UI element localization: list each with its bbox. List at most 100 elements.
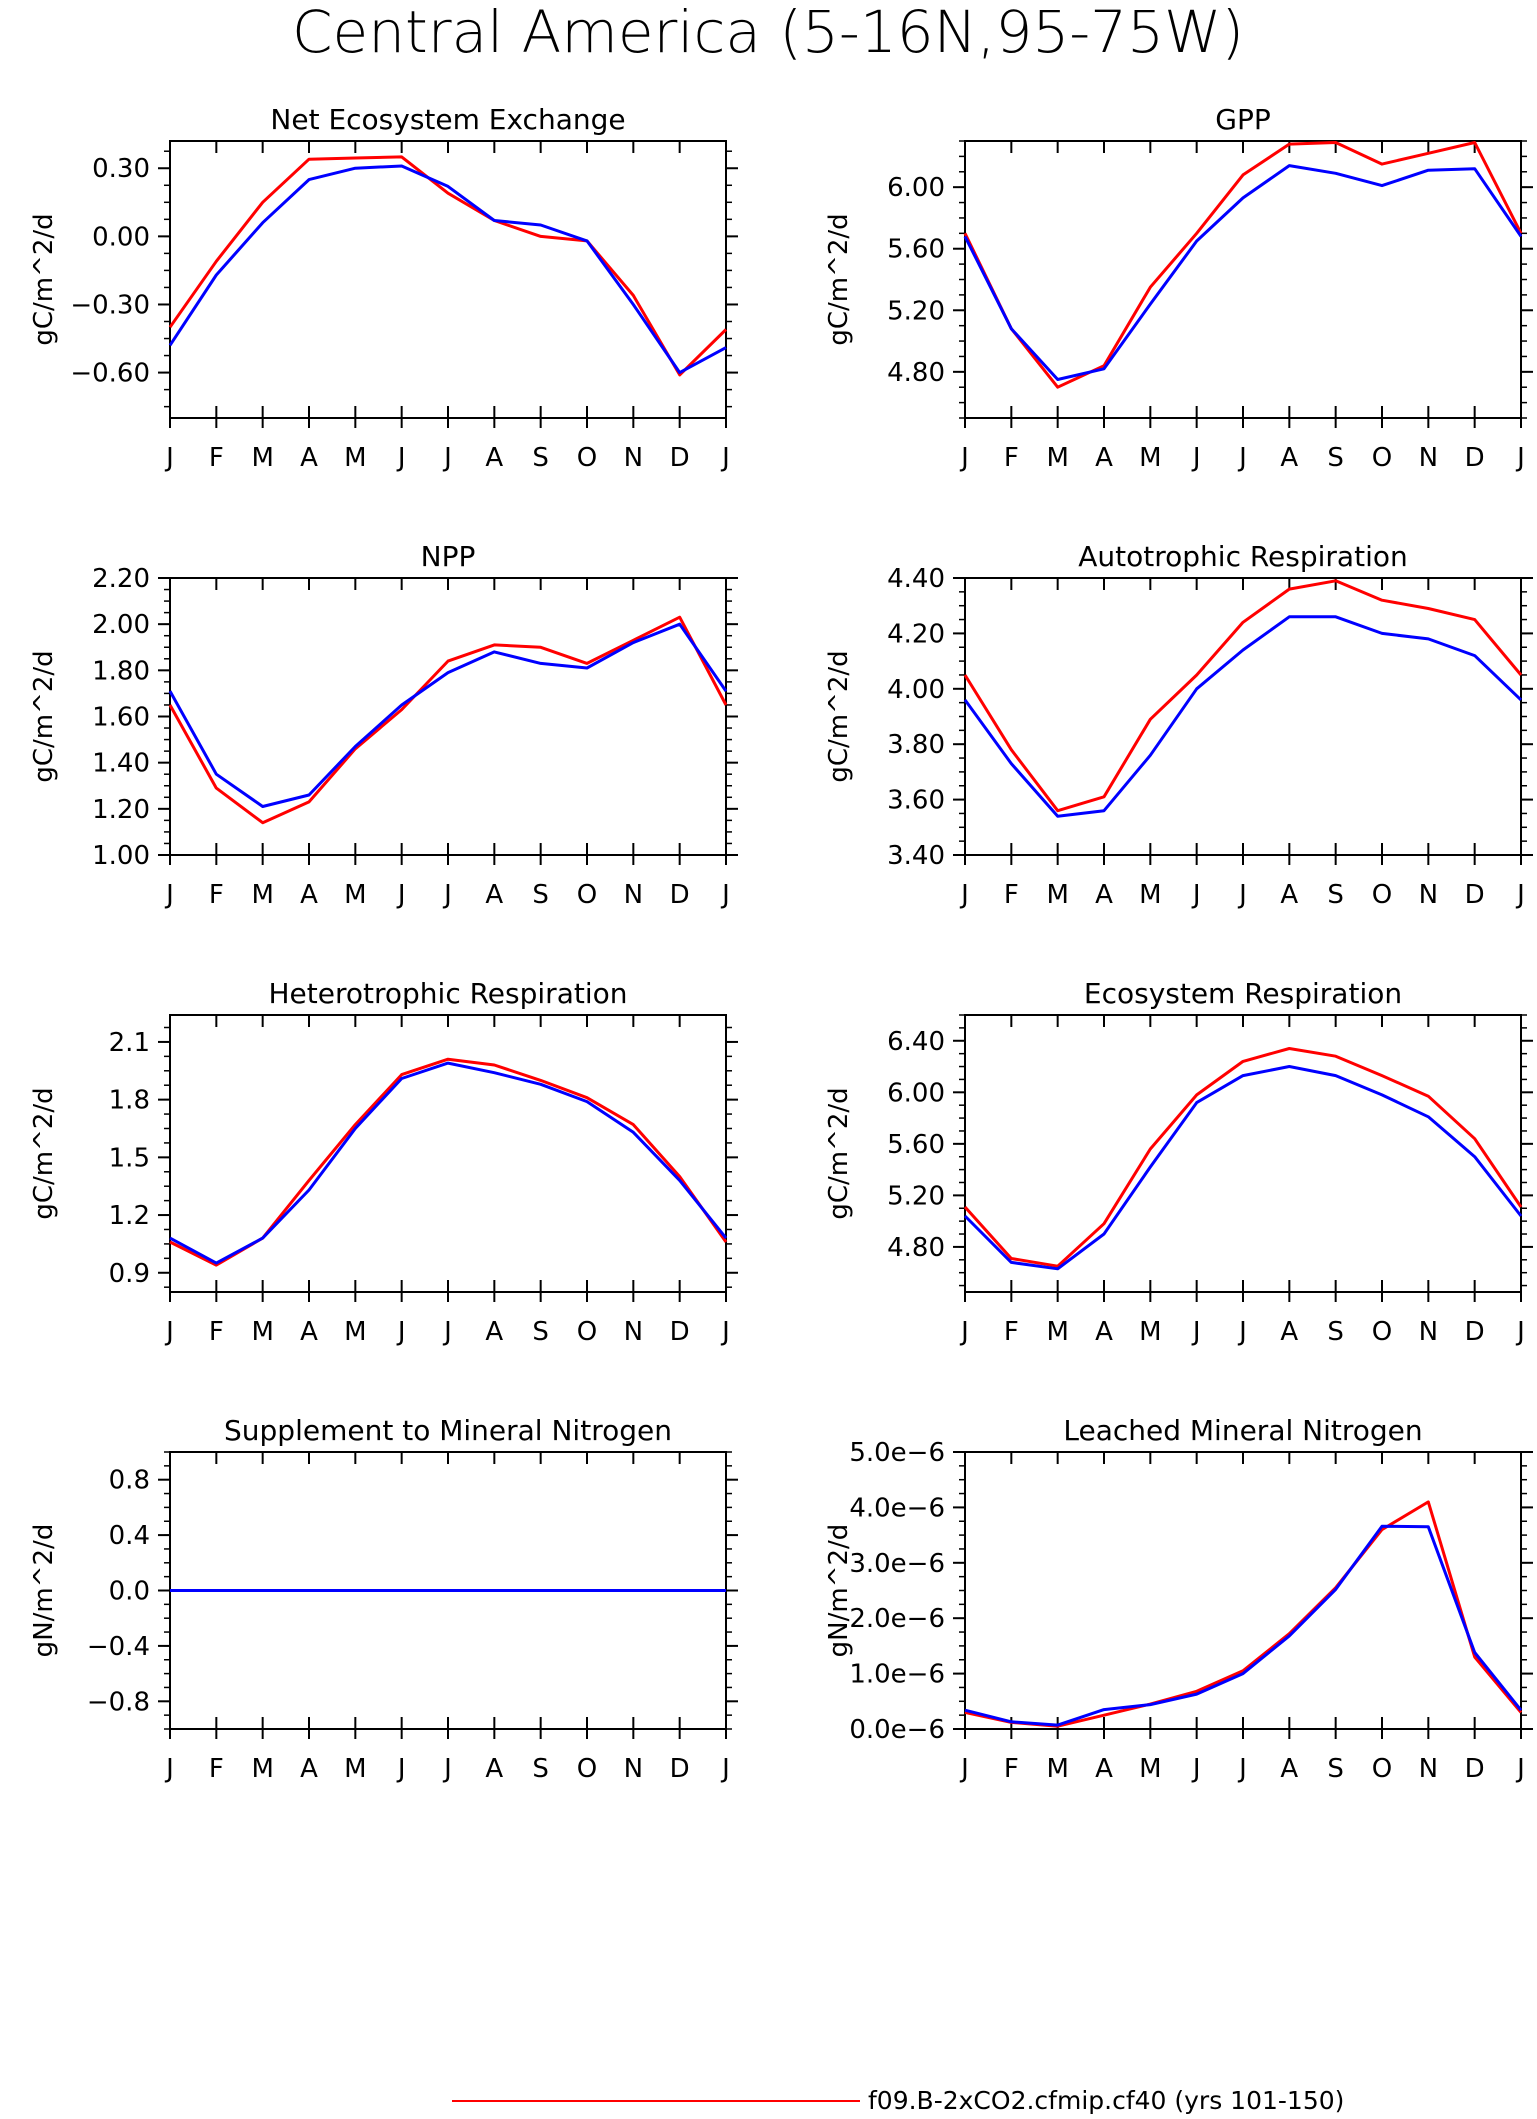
- x-tick-label: O: [577, 1754, 597, 1784]
- x-tick-label: J: [442, 443, 452, 473]
- x-tick-label: J: [164, 443, 174, 473]
- series-line: [963, 1065, 1523, 1271]
- y-tick-label: 4.0e−6: [849, 1493, 945, 1523]
- x-tick-label: O: [1372, 880, 1392, 910]
- y-axis-label: gC/m^2/d: [29, 213, 59, 345]
- series-line: [169, 1061, 728, 1265]
- chart-title: Heterotrophic Respiration: [269, 977, 628, 1010]
- x-tick-label: S: [1327, 1317, 1344, 1347]
- x-tick-label: M: [1046, 443, 1068, 473]
- x-tick-label: J: [1237, 1754, 1247, 1784]
- x-tick-label: N: [624, 880, 643, 910]
- x-tick-label: F: [1004, 1317, 1019, 1347]
- x-tick-label: F: [1004, 443, 1019, 473]
- y-axis-label: gC/m^2/d: [824, 1087, 854, 1219]
- x-tick-label: J: [396, 1317, 406, 1347]
- x-tick-label: J: [164, 880, 174, 910]
- y-tick-label: 1.80: [92, 656, 150, 686]
- x-tick-label: A: [1095, 880, 1113, 910]
- chart-title: Leached Mineral Nitrogen: [1063, 1414, 1422, 1447]
- series-line: [168, 155, 728, 377]
- x-tick-label: D: [1465, 880, 1485, 910]
- x-tick-label: A: [485, 880, 503, 910]
- x-tick-label: M: [344, 1317, 366, 1347]
- x-tick-label: F: [209, 443, 224, 473]
- y-tick-label: 4.00: [887, 675, 945, 705]
- x-tick-label: M: [1139, 1317, 1161, 1347]
- y-tick-label: 4.40: [887, 564, 945, 594]
- series-line: [963, 141, 1523, 389]
- y-tick-label: 2.20: [92, 564, 150, 594]
- x-tick-label: O: [577, 443, 597, 473]
- x-tick-label: J: [396, 880, 406, 910]
- plot-frame: [964, 577, 1522, 856]
- x-tick-label: F: [209, 1317, 224, 1347]
- y-tick-label: 0.4: [109, 1521, 150, 1551]
- x-tick-label: N: [624, 1317, 643, 1347]
- x-tick-label: N: [1419, 1317, 1438, 1347]
- y-tick-label: 6.40: [887, 1027, 945, 1057]
- x-tick-label: J: [164, 1317, 174, 1347]
- x-tick-label: M: [251, 1317, 273, 1347]
- x-tick-label: A: [485, 1754, 503, 1784]
- x-tick-label: J: [1191, 880, 1201, 910]
- x-tick-label: A: [1280, 1317, 1298, 1347]
- x-tick-label: F: [209, 880, 224, 910]
- chart-title: Net Ecosystem Exchange: [270, 103, 625, 136]
- plot-frame: [169, 577, 727, 856]
- x-tick-label: S: [1327, 1754, 1344, 1784]
- x-tick-label: S: [532, 880, 549, 910]
- x-tick-label: N: [1419, 1754, 1438, 1784]
- x-tick-label: A: [485, 1317, 503, 1347]
- x-tick-label: S: [532, 1317, 549, 1347]
- y-tick-label: −0.30: [70, 290, 150, 320]
- y-tick-label: 0.0: [109, 1577, 150, 1607]
- plot-frame: [169, 140, 727, 419]
- x-tick-label: J: [959, 880, 969, 910]
- legend-label: f09.B-2xCO2.cfmip.cf40 (yrs 101-150): [868, 2086, 1344, 2115]
- x-tick-label: O: [577, 880, 597, 910]
- y-tick-label: 3.0e−6: [849, 1549, 945, 1579]
- y-tick-label: 1.2: [109, 1201, 150, 1231]
- x-tick-label: N: [1419, 880, 1438, 910]
- y-tick-label: 5.60: [887, 1130, 945, 1160]
- x-tick-label: J: [1515, 1754, 1525, 1784]
- x-tick-label: D: [670, 1754, 690, 1784]
- y-tick-label: 2.1: [109, 1028, 150, 1058]
- x-tick-label: J: [959, 1317, 969, 1347]
- x-tick-label: M: [1046, 880, 1068, 910]
- x-tick-label: D: [670, 443, 690, 473]
- x-tick-label: J: [959, 1754, 969, 1784]
- x-tick-label: N: [624, 443, 643, 473]
- series-line: [168, 622, 728, 808]
- y-tick-label: −0.4: [87, 1632, 150, 1662]
- x-tick-label: A: [1095, 1317, 1113, 1347]
- x-tick-label: O: [577, 1317, 597, 1347]
- chart-title: Supplement to Mineral Nitrogen: [224, 1414, 672, 1447]
- x-tick-label: J: [1191, 443, 1201, 473]
- plot-frame: [964, 1014, 1522, 1293]
- x-tick-label: O: [1372, 1317, 1392, 1347]
- y-tick-label: −0.60: [70, 359, 150, 389]
- x-tick-label: J: [396, 443, 406, 473]
- x-tick-label: M: [344, 880, 366, 910]
- x-tick-label: A: [300, 1754, 318, 1784]
- x-tick-label: M: [1139, 443, 1161, 473]
- series-line: [963, 1047, 1523, 1268]
- y-tick-label: 5.0e−6: [849, 1438, 945, 1468]
- y-tick-label: 2.0e−6: [849, 1604, 945, 1634]
- y-tick-label: 4.80: [887, 1233, 945, 1263]
- series-line: [963, 615, 1523, 818]
- x-tick-label: M: [1046, 1754, 1068, 1784]
- x-tick-label: A: [1095, 1754, 1113, 1784]
- y-tick-label: 5.20: [887, 1181, 945, 1211]
- y-tick-label: 4.80: [887, 358, 945, 388]
- y-tick-label: 6.00: [887, 1078, 945, 1108]
- y-axis-label: gC/m^2/d: [29, 1087, 59, 1219]
- x-tick-label: J: [164, 1754, 174, 1784]
